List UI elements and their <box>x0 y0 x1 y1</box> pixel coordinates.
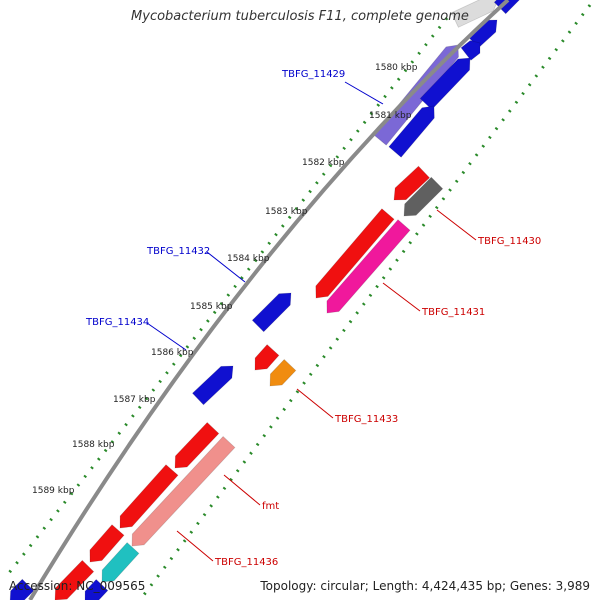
feature-blue-b <box>460 40 481 61</box>
gene-label-tbfg_11429[interactable]: TBFG_11429 <box>281 69 345 80</box>
scale-tick-label: 1585 kbp <box>190 302 233 312</box>
gene-label-tbfg_11434[interactable]: TBFG_11434 <box>85 317 149 328</box>
scale-tick-label: 1580 kbp <box>375 63 418 73</box>
scale-labels: 1580 kbp 1581 kbp 1582 kbp 1583 kbp 1584 kbp… <box>32 63 418 496</box>
feature-fmt <box>131 435 236 547</box>
feature-grey-top <box>451 0 499 28</box>
feature-blue-c <box>419 57 471 111</box>
feature-red-b1 <box>174 421 220 469</box>
scale-tick-label: 1587 kbp <box>113 395 156 405</box>
leader-line-fmt <box>223 474 261 506</box>
leader-line-tbfg_11429 <box>344 81 384 105</box>
backbone-arc <box>28 0 510 600</box>
outer-tick-track <box>3 17 449 579</box>
gene-labels: TBFG_11429 TBFG_11432 TBFG_11434 TBFG_11430… <box>85 69 541 568</box>
leader-line-tbfg_11431 <box>382 282 421 312</box>
leader-line-tbfg_11434 <box>146 322 187 351</box>
feature-tbfg-11431 <box>326 219 411 314</box>
tick-dots <box>3 4 592 600</box>
leader-line-tbfg_11432 <box>206 251 246 283</box>
feature-red-small <box>254 344 280 371</box>
scale-tick-label: 1583 kbp <box>265 207 308 217</box>
feature-blue-d <box>388 105 435 158</box>
scale-tick-label: 1589 kbp <box>32 486 75 496</box>
gene-label-tbfg_11432[interactable]: TBFG_11432 <box>146 246 210 257</box>
feature-tbfg-11432 <box>251 292 292 333</box>
leader-line-tbfg_11430 <box>436 209 477 241</box>
gene-label-tbfg_11433[interactable]: TBFG_11433 <box>334 414 398 425</box>
accession-text: Accession: NC_009565 <box>9 579 146 593</box>
gene-label-tbfg_11436[interactable]: TBFG_11436 <box>214 557 278 568</box>
feature-red-long <box>315 208 395 299</box>
map-title: Mycobacterium tuberculosis F11, complete… <box>131 9 469 24</box>
feature-tbfg-11433 <box>269 358 297 387</box>
feature-blue-top <box>493 0 520 15</box>
scale-tick-label: 1588 kbp <box>72 440 115 450</box>
scale-tick-label: 1584 kbp <box>227 254 270 264</box>
scale-tick-label: 1582 kbp <box>302 158 345 168</box>
scale-tick-label: 1581 kbp <box>369 111 412 121</box>
feature-tbfg-11436 <box>101 542 140 583</box>
gene-label-tbfg_11430[interactable]: TBFG_11430 <box>477 236 541 247</box>
gene-label-tbfg_11431[interactable]: TBFG_11431 <box>421 307 485 318</box>
topology-text: Topology: circular; Length: 4,424,435 bp… <box>260 579 590 593</box>
gene-label-fmt[interactable]: fmt <box>262 501 279 512</box>
leader-line-tbfg_11433 <box>296 388 334 419</box>
feature-tbfg-11430 <box>403 176 444 217</box>
leader-line-tbfg_11436 <box>176 530 214 562</box>
feature-red-upper <box>393 165 431 201</box>
backbone <box>28 0 510 600</box>
gene-label-leaders <box>146 81 477 562</box>
feature-blue-bottom <box>84 578 109 600</box>
feature-blue-corner <box>9 578 35 600</box>
feature-red-b2 <box>119 464 179 529</box>
scale-tick-label: 1586 kbp <box>151 348 194 358</box>
feature-tbfg-11434 <box>191 365 234 406</box>
feature-red-b3 <box>89 524 125 563</box>
